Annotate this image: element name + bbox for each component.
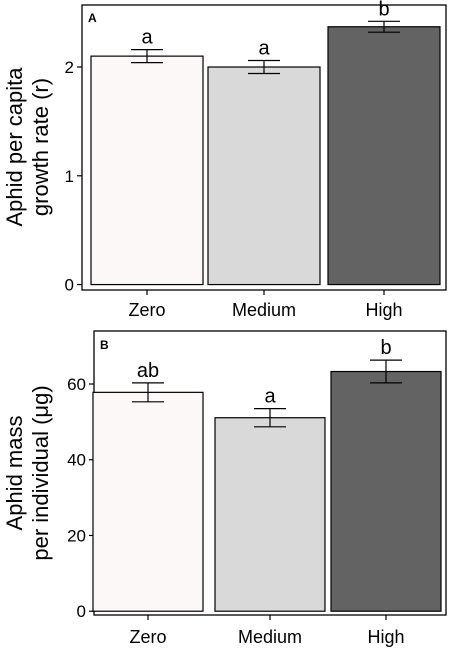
panel-b-bar xyxy=(330,370,442,612)
panel-b-bar xyxy=(92,391,204,612)
panel-a-ytick-label: 2 xyxy=(65,58,74,77)
panel-a-ylabel-line2: growth rate (r) xyxy=(28,78,53,216)
panel-b-tag: B xyxy=(100,338,109,352)
panel-a-significance-label: a xyxy=(141,27,153,49)
panel-b-ytick-label: 20 xyxy=(67,526,86,545)
panel-a-significance-label: b xyxy=(378,0,389,20)
panel-a-category-label: High xyxy=(365,300,402,320)
panel-a-tag: A xyxy=(88,11,97,25)
panel-a-category-label: Zero xyxy=(128,300,165,320)
panel-a-ytick-label: 0 xyxy=(65,276,74,295)
panel-a-category-label: Medium xyxy=(232,300,296,320)
panel-a-ylabel-line1: Aphid per capita xyxy=(2,67,27,227)
panel-b-category-label: Zero xyxy=(129,627,166,647)
panel-a-significance-label: a xyxy=(258,37,270,59)
panel-b: B Aphid mass per individual (μg) 0 20 40 60… xyxy=(2,330,447,647)
panel-a: A Aphid per capita growth rate (r) 0 1 2 a Z… xyxy=(2,0,447,320)
panel-b-category-label: Medium xyxy=(238,627,302,647)
panel-b-significance-label: a xyxy=(264,386,276,408)
panel-b-ylabel-line2: per individual (μg) xyxy=(28,385,53,560)
panel-b-category-label: High xyxy=(367,627,404,647)
panel-a-ytick-label: 1 xyxy=(65,167,74,186)
panel-b-ytick-label: 60 xyxy=(67,375,86,394)
panel-b-significance-label: b xyxy=(380,337,391,359)
panel-a-bar xyxy=(207,66,321,286)
panel-b-significance-label: ab xyxy=(137,360,159,382)
panel-a-bar xyxy=(327,26,441,286)
panel-b-ylabel-line1: Aphid mass xyxy=(2,416,27,531)
panel-a-bar xyxy=(90,55,204,286)
panel-b-bar xyxy=(214,417,326,612)
panel-b-ytick-label: 40 xyxy=(67,451,86,470)
panel-b-ytick-label: 0 xyxy=(77,602,86,621)
